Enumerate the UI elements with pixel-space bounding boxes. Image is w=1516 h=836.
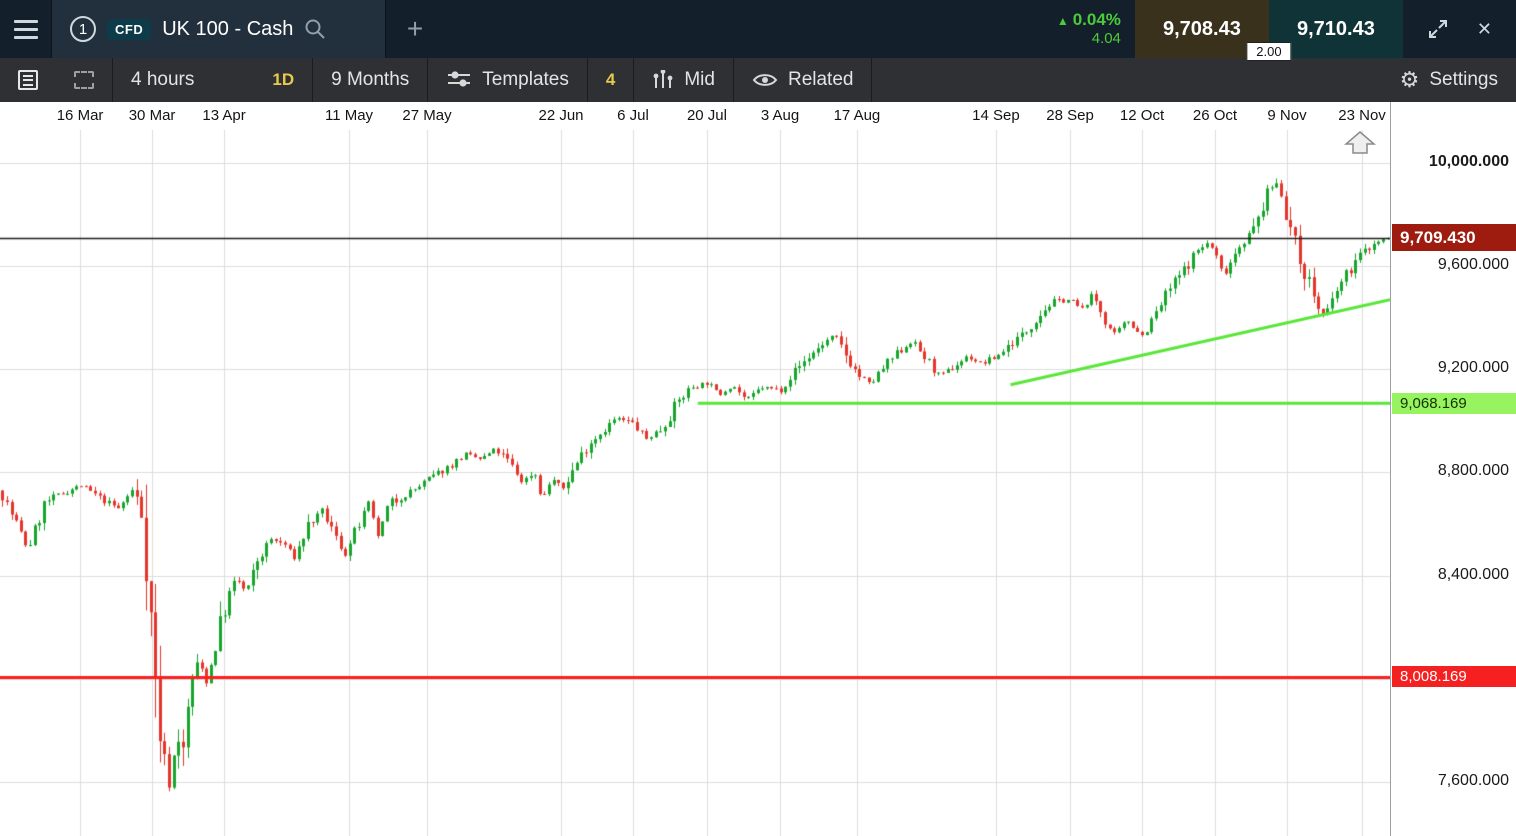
x-axis-label: 27 May	[402, 107, 452, 124]
scroll-to-latest-icon[interactable]	[1343, 131, 1377, 155]
expand-icon[interactable]	[1427, 18, 1449, 40]
spread-value: 2.00	[1246, 42, 1292, 61]
price-change: ▲ 0.04% 4.04	[1057, 0, 1121, 58]
instrument-name: UK 100 - Cash	[162, 17, 294, 40]
deal-ticket: 9,708.43 9,710.43 2.00	[1134, 0, 1403, 61]
related-button[interactable]: Related	[734, 58, 872, 102]
related-label: Related	[787, 69, 854, 90]
hamburger-menu-icon[interactable]	[0, 0, 52, 58]
change-points: 4.04	[1091, 30, 1121, 48]
y-axis-prices[interactable]: 10,000.000 9,600.000 9,200.000 8,800.000 8,4…	[1390, 102, 1516, 836]
x-axis-label: 22 Jun	[538, 107, 584, 124]
x-axis-dates[interactable]: 16 Mar 30 Mar 13 Apr 11 May 27 May 22 Jun 6 Ju…	[0, 102, 1516, 130]
x-axis-label: 17 Aug	[833, 107, 881, 124]
y-axis-label: 7,600.000	[1437, 771, 1509, 789]
x-axis-label: 14 Sep	[972, 107, 1020, 124]
templates-button[interactable]: Templates	[428, 58, 587, 102]
x-axis-label: 23 Nov	[1338, 107, 1386, 124]
eye-icon	[752, 71, 778, 89]
y-axis-label: 9,200.000	[1437, 359, 1509, 377]
current-price-label: 9,709.430	[1392, 224, 1516, 252]
add-tab-button[interactable]: +	[406, 13, 424, 44]
price-chart-canvas[interactable]	[0, 130, 1390, 836]
y-axis-label: 8,400.000	[1437, 565, 1509, 583]
change-percent: 0.04%	[1072, 10, 1121, 29]
x-axis-label: 20 Jul	[686, 107, 727, 124]
settings-label: Settings	[1429, 69, 1498, 90]
window-controls: ✕	[1403, 0, 1516, 58]
range-selector[interactable]: 9 Months	[313, 58, 427, 102]
x-axis-label: 26 Oct	[1192, 107, 1238, 124]
watchlist-icon[interactable]	[0, 58, 56, 102]
tab-number-badge: 1	[70, 16, 96, 42]
x-axis-label: 11 May	[324, 107, 374, 124]
interval-selector[interactable]: 4 hours	[113, 58, 254, 102]
interval-badge-1d[interactable]: 1D	[272, 70, 295, 89]
gear-icon: ⚙	[1399, 67, 1420, 92]
layout-icon[interactable]	[56, 58, 112, 102]
y-axis-label: 10,000.000	[1428, 153, 1509, 170]
close-icon[interactable]: ✕	[1476, 18, 1492, 39]
interval-label: 4 hours	[131, 69, 195, 90]
x-axis-label: 30 Mar	[128, 107, 176, 124]
x-axis-label: 12 Oct	[1119, 107, 1165, 124]
support-level-label: 9,068.169	[1392, 392, 1516, 414]
sliders-icon	[446, 70, 472, 90]
chart-toolbar: 4 hours 1D 9 Months Templates 4 Mid	[0, 58, 1516, 102]
instrument-tab[interactable]: 1 CFD UK 100 - Cash	[52, 0, 386, 58]
bars-icon	[652, 70, 674, 90]
range-label: 9 Months	[331, 69, 410, 90]
triangle-up-icon: ▲	[1056, 14, 1069, 28]
price-type-label: Mid	[684, 69, 715, 90]
sell-price-button[interactable]: 9,708.43	[1134, 0, 1269, 58]
y-axis-label: 9,600.000	[1437, 256, 1509, 274]
search-icon[interactable]	[304, 18, 326, 40]
indicator-count-badge[interactable]: 4	[605, 70, 616, 89]
x-axis-label: 13 Apr	[202, 107, 246, 124]
x-axis-label: 16 Mar	[56, 107, 104, 124]
x-axis-label: 3 Aug	[760, 107, 800, 124]
top-bar: 1 CFD UK 100 - Cash + ▲ 0.04% 4.04 9,708.…	[0, 0, 1516, 61]
y-axis-label: 8,800.000	[1437, 462, 1509, 480]
x-axis-label: 28 Sep	[1046, 107, 1094, 124]
price-type-selector[interactable]: Mid	[634, 58, 733, 102]
settings-button[interactable]: ⚙ Settings	[1382, 58, 1516, 102]
stop-level-label: 8,008.169	[1392, 666, 1516, 688]
templates-label: Templates	[482, 69, 569, 90]
instrument-type-badge: CFD	[107, 18, 152, 40]
x-axis-label: 9 Nov	[1267, 107, 1307, 124]
x-axis-label: 6 Jul	[617, 107, 649, 124]
